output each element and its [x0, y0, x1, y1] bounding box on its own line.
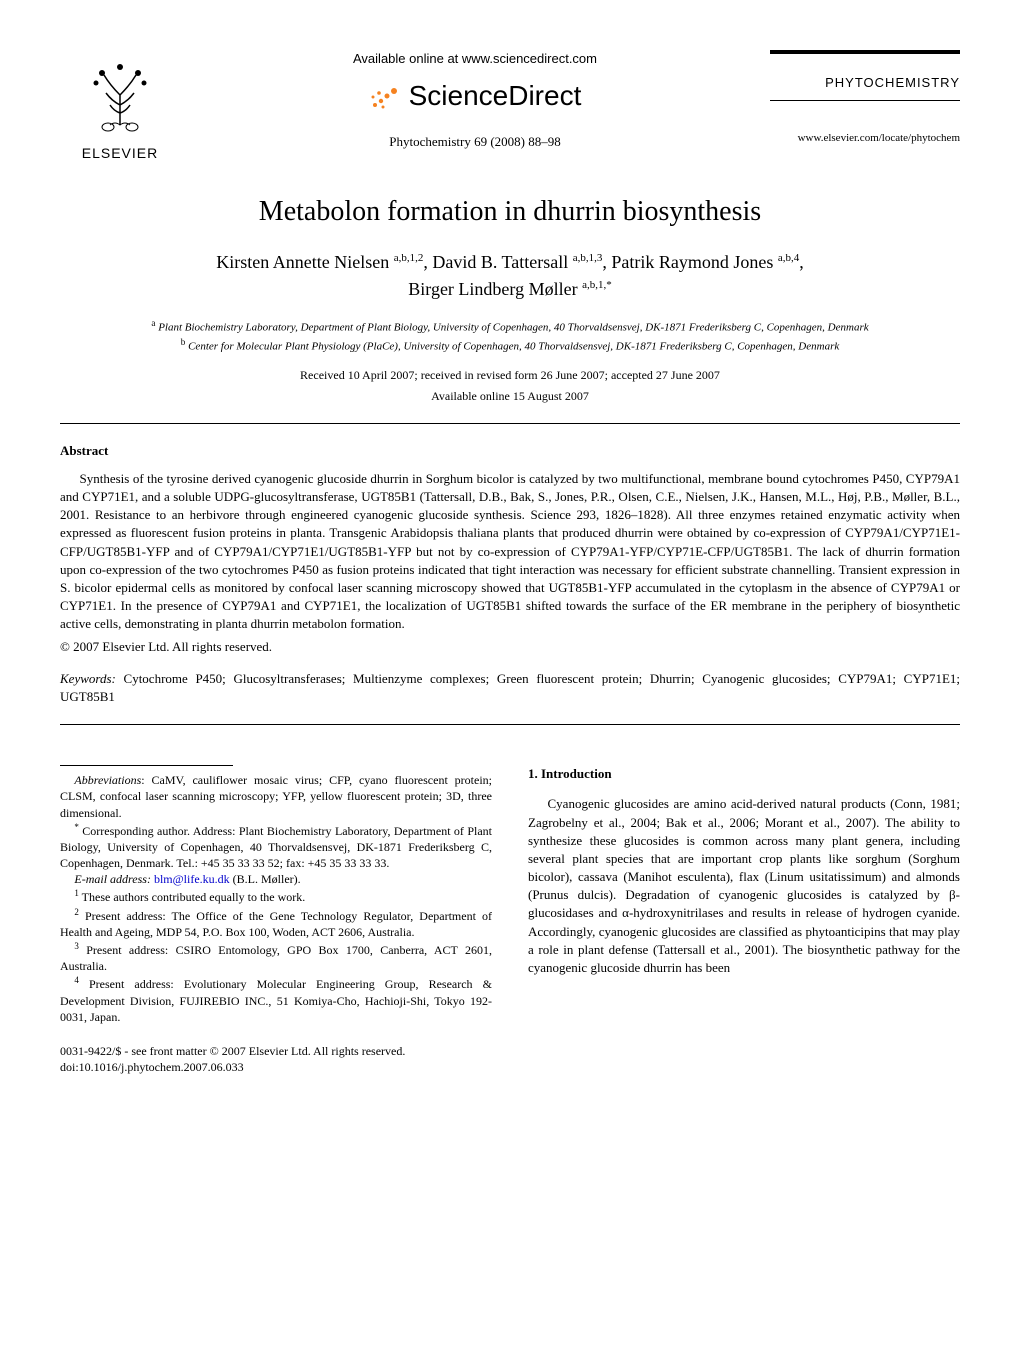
keywords-text: Cytochrome P450; Glucosyltransferases; M… — [60, 671, 960, 704]
copyright-text: © 2007 Elsevier Ltd. All rights reserved… — [60, 638, 960, 656]
publisher-logo: ELSEVIER — [60, 50, 180, 164]
abbreviations: Abbreviations: CaMV, cauliflower mosaic … — [60, 772, 492, 821]
abstract-body: Synthesis of the tyrosine derived cyanog… — [60, 470, 960, 634]
footnote-text: Corresponding author. Address: Plant Bio… — [60, 824, 492, 870]
introduction-heading: 1. Introduction — [528, 765, 960, 783]
email-link[interactable]: blm@life.ku.dk — [154, 872, 230, 886]
footnote-3: 3 Present address: CSIRO Entomology, GPO… — [60, 940, 492, 974]
author-affil-sup: a,b,1,3 — [573, 252, 603, 264]
front-matter: 0031-9422/$ - see front matter © 2007 El… — [60, 1043, 492, 1075]
authors: Kirsten Annette Nielsen a,b,1,2, David B… — [60, 249, 960, 303]
email-suffix: (B.L. Møller). — [230, 872, 301, 886]
affiliations: a Plant Biochemistry Laboratory, Departm… — [60, 317, 960, 355]
center-header: Available online at www.sciencedirect.co… — [180, 50, 770, 152]
two-column-layout: Abbreviations: CaMV, cauliflower mosaic … — [60, 765, 960, 1075]
issn-line: 0031-9422/$ - see front matter © 2007 El… — [60, 1043, 492, 1059]
header-row: ELSEVIER Available online at www.science… — [60, 50, 960, 164]
author-name: , David B. Tattersall — [423, 252, 572, 272]
author-name: Kirsten Annette Nielsen — [216, 252, 393, 272]
sciencedirect-icon — [369, 82, 403, 110]
footnote-1: 1 These authors contributed equally to t… — [60, 887, 492, 905]
platform-name: ScienceDirect — [409, 76, 582, 115]
footnote-text: Present address: The Office of the Gene … — [60, 909, 492, 939]
author-name: , Patrik Raymond Jones — [602, 252, 778, 272]
author-affil-sup: a,b,4 — [778, 252, 799, 264]
journal-url[interactable]: www.elsevier.com/locate/phytochem — [770, 131, 960, 146]
footnote-text: Present address: Evolutionary Molecular … — [60, 977, 492, 1023]
corresponding-author: * Corresponding author. Address: Plant B… — [60, 821, 492, 872]
abbreviations-label: Abbreviations — [74, 773, 141, 787]
abstract-heading: Abstract — [60, 442, 960, 460]
keywords-label: Keywords: — [60, 671, 116, 686]
publisher-label: ELSEVIER — [82, 144, 158, 164]
received-dates: Received 10 April 2007; received in revi… — [60, 367, 960, 384]
left-column: Abbreviations: CaMV, cauliflower mosaic … — [60, 765, 492, 1075]
doi-line: doi:10.1016/j.phytochem.2007.06.033 — [60, 1059, 492, 1075]
available-online-text: Available online at www.sciencedirect.co… — [200, 50, 750, 68]
email-label: E-mail address: — [74, 872, 154, 886]
journal-reference: Phytochemistry 69 (2008) 88–98 — [200, 133, 750, 151]
author-affil-sup: a,b,1,2 — [394, 252, 424, 264]
footnote-2: 2 Present address: The Office of the Gen… — [60, 906, 492, 940]
divider — [60, 423, 960, 424]
footnote-divider — [60, 765, 233, 766]
available-date: Available online 15 August 2007 — [60, 388, 960, 405]
divider — [60, 724, 960, 725]
email-line: E-mail address: blm@life.ku.dk (B.L. Møl… — [60, 871, 492, 887]
platform-brand: ScienceDirect — [200, 76, 750, 115]
article-title: Metabolon formation in dhurrin biosynthe… — [60, 192, 960, 231]
journal-title-box: PHYTOCHEMISTRY — [770, 50, 960, 101]
footnote-text: Present address: CSIRO Entomology, GPO B… — [60, 943, 492, 973]
footnote-text: These authors contributed equally to the… — [79, 890, 305, 904]
footnote-4: 4 Present address: Evolutionary Molecula… — [60, 974, 492, 1025]
right-column: 1. Introduction Cyanogenic glucosides ar… — [528, 765, 960, 1075]
author-name: Birger Lindberg Møller — [408, 279, 582, 299]
author-sep: , — [799, 252, 804, 272]
footnotes: * Corresponding author. Address: Plant B… — [60, 821, 492, 1025]
author-affil-sup: a,b,1,* — [582, 279, 612, 291]
keywords: Keywords: Cytochrome P450; Glucosyltrans… — [60, 670, 960, 706]
elsevier-tree-icon — [75, 50, 165, 140]
affiliation-text: Center for Molecular Plant Physiology (P… — [185, 341, 839, 353]
journal-box: PHYTOCHEMISTRY www.elsevier.com/locate/p… — [770, 50, 960, 147]
affiliation-text: Plant Biochemistry Laboratory, Departmen… — [155, 321, 868, 333]
journal-name: PHYTOCHEMISTRY — [770, 74, 960, 92]
introduction-body: Cyanogenic glucosides are amino acid-der… — [528, 795, 960, 977]
